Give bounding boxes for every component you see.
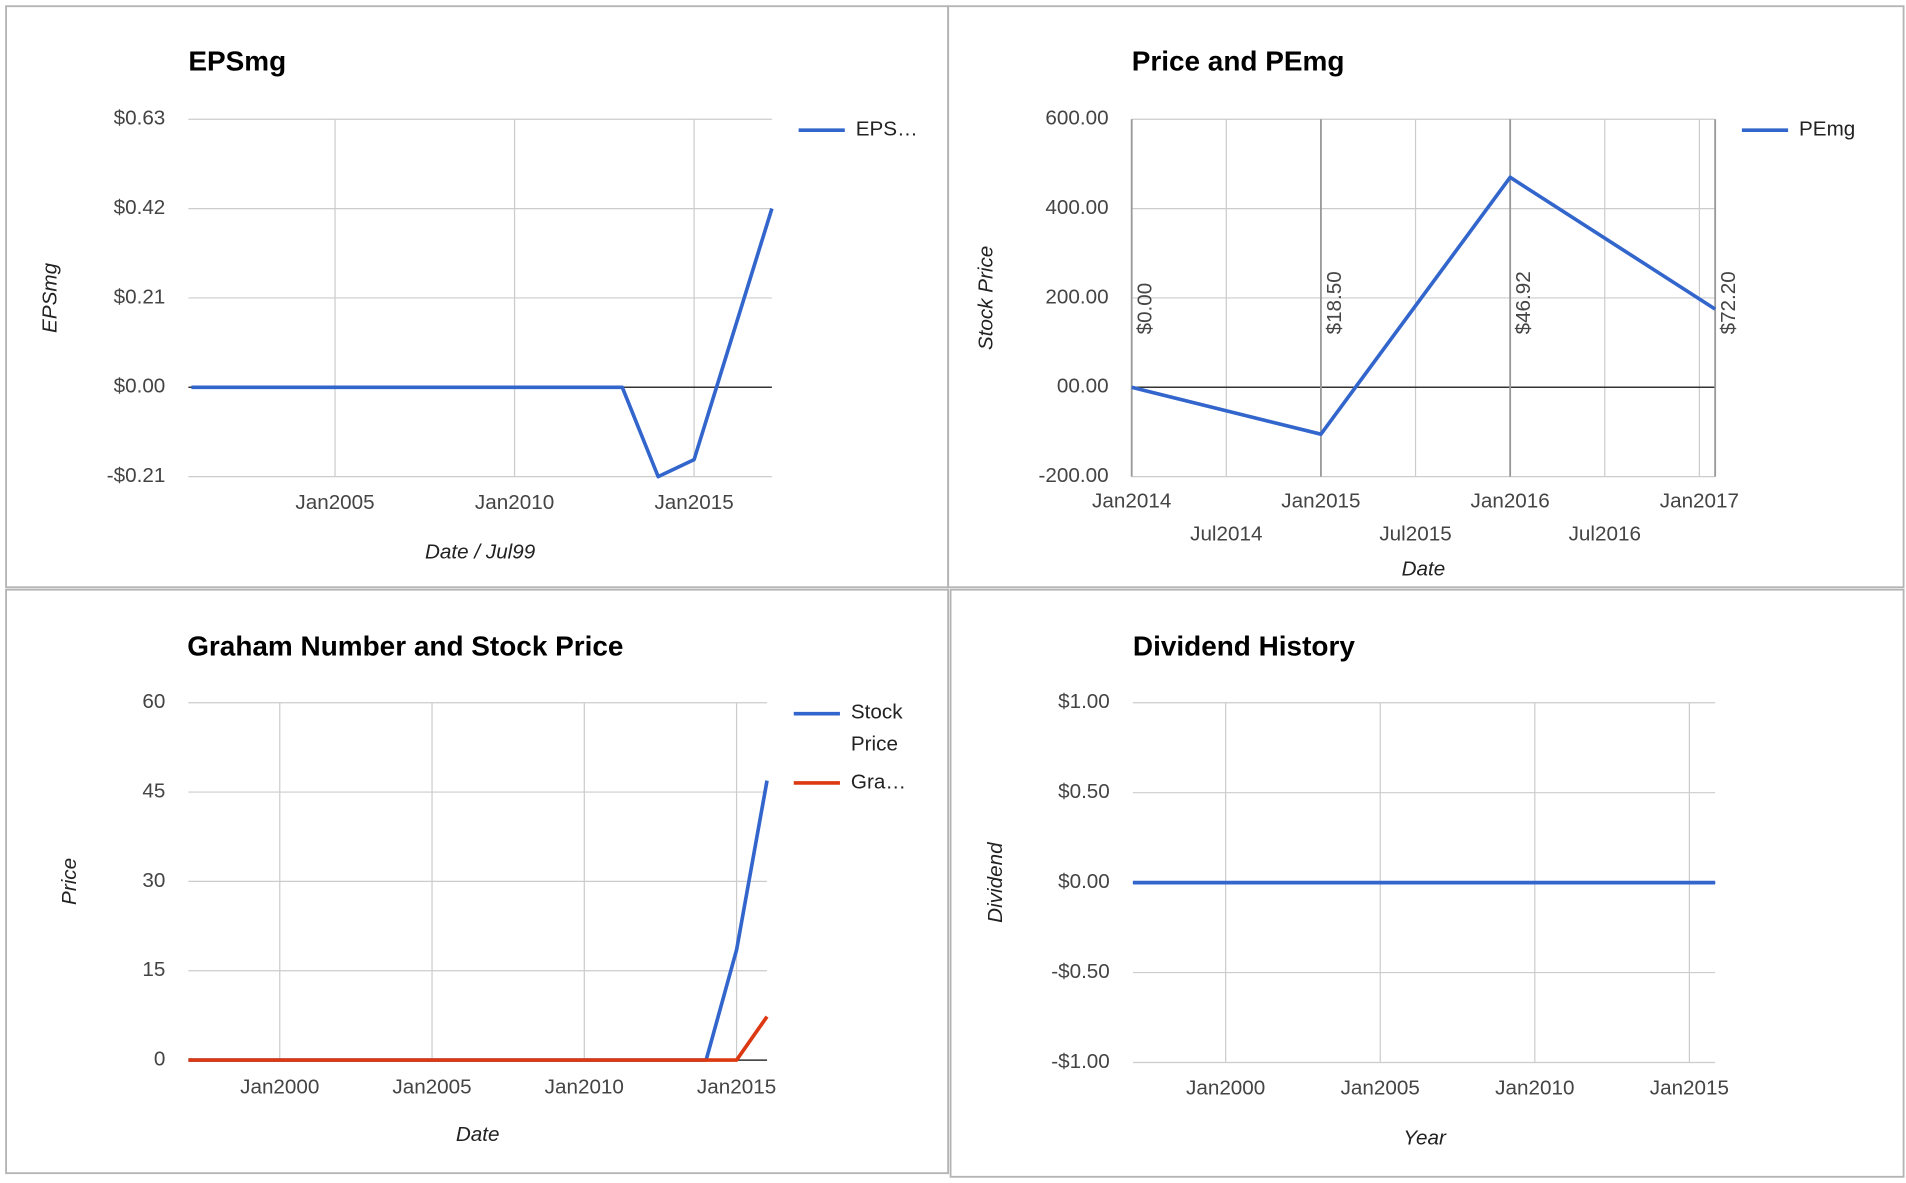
x-axis-title: Year — [1403, 1127, 1447, 1150]
y-axis-title: EPSmg — [39, 262, 62, 333]
y-tick-label: 30 — [142, 869, 165, 892]
y-tick-label: $1.00 — [1058, 690, 1110, 713]
y-tick-label: $0.00 — [114, 375, 166, 398]
chart-title: EPSmg — [188, 46, 286, 77]
x-tick-label: Jan2010 — [1495, 1077, 1574, 1100]
y-tick-label: $0.42 — [114, 196, 166, 219]
legend-label: PEmg — [1799, 118, 1855, 141]
y-axis-title: Dividend — [984, 841, 1007, 923]
panel — [949, 588, 1905, 1178]
legend-label: Stock Price — [851, 701, 903, 756]
annotation: $18.50 — [1323, 271, 1346, 334]
chart-title: Dividend History — [1133, 630, 1355, 661]
annotation: $46.92 — [1512, 271, 1535, 334]
annotation: $0.00 — [1134, 283, 1157, 335]
series-line — [191, 208, 774, 479]
panel — [5, 588, 950, 1175]
y-tick-label: 15 — [142, 958, 165, 981]
series-line — [1131, 175, 1717, 437]
y-axis-title: Stock Price — [974, 246, 997, 350]
y-tick-label: 00.00 — [1057, 375, 1109, 398]
x-tick-label: Jan2015 — [654, 491, 733, 514]
x-tick-label: Jan2005 — [295, 491, 374, 514]
y-tick-label: $0.00 — [1058, 870, 1110, 893]
x-tick-label: Jan2010 — [545, 1076, 624, 1099]
x-axis-title: Date — [1402, 558, 1446, 581]
x-tick-label: Jan2000 — [1186, 1077, 1265, 1100]
x-tick-label: Jul2015 — [1379, 522, 1451, 545]
y-tick-label: 600.00 — [1045, 107, 1108, 130]
x-tick-label: Jan2010 — [475, 491, 554, 514]
annotation: $72.20 — [1717, 271, 1740, 334]
x-tick-label: Jan2005 — [1341, 1077, 1420, 1100]
y-axis-title: Price — [58, 858, 81, 905]
legend-label: Gra… — [851, 770, 906, 793]
x-tick-label: Jan2017 — [1660, 490, 1739, 513]
y-tick-label: 200.00 — [1045, 285, 1108, 308]
x-tick-label: Jan2014 — [1092, 490, 1171, 513]
y-tick-label: -$0.21 — [107, 464, 166, 487]
y-tick-label: 0 — [154, 1048, 166, 1071]
x-axis-title: Date — [456, 1123, 500, 1146]
y-tick-label: -200.00 — [1039, 464, 1109, 487]
y-tick-label: $0.63 — [114, 107, 166, 130]
x-tick-label: Jan2015 — [1281, 490, 1360, 513]
x-tick-label: Jan2015 — [1650, 1077, 1729, 1100]
legend-label: EPS… — [856, 118, 918, 141]
y-tick-label: 60 — [142, 690, 165, 713]
y-tick-label: $0.21 — [114, 285, 166, 308]
series-line — [188, 1015, 769, 1062]
panel — [947, 5, 1905, 589]
y-tick-label: $0.50 — [1058, 780, 1110, 803]
x-tick-label: Jan2000 — [240, 1076, 319, 1099]
x-tick-label: Jan2005 — [392, 1076, 471, 1099]
chart-title: Graham Number and Stock Price — [187, 630, 623, 661]
y-tick-label: 45 — [142, 780, 165, 803]
x-tick-label: Jan2016 — [1471, 490, 1550, 513]
x-tick-label: Jul2016 — [1569, 522, 1641, 545]
y-tick-label: 400.00 — [1045, 196, 1108, 219]
x-tick-label: Jul2014 — [1190, 522, 1262, 545]
x-tick-label: Jan2015 — [697, 1076, 776, 1099]
chart-title: Price and PEmg — [1132, 46, 1345, 77]
y-tick-label: -$0.50 — [1051, 960, 1110, 983]
x-axis-title: Date / Jul99 — [425, 541, 536, 564]
y-tick-label: -$1.00 — [1051, 1050, 1110, 1073]
